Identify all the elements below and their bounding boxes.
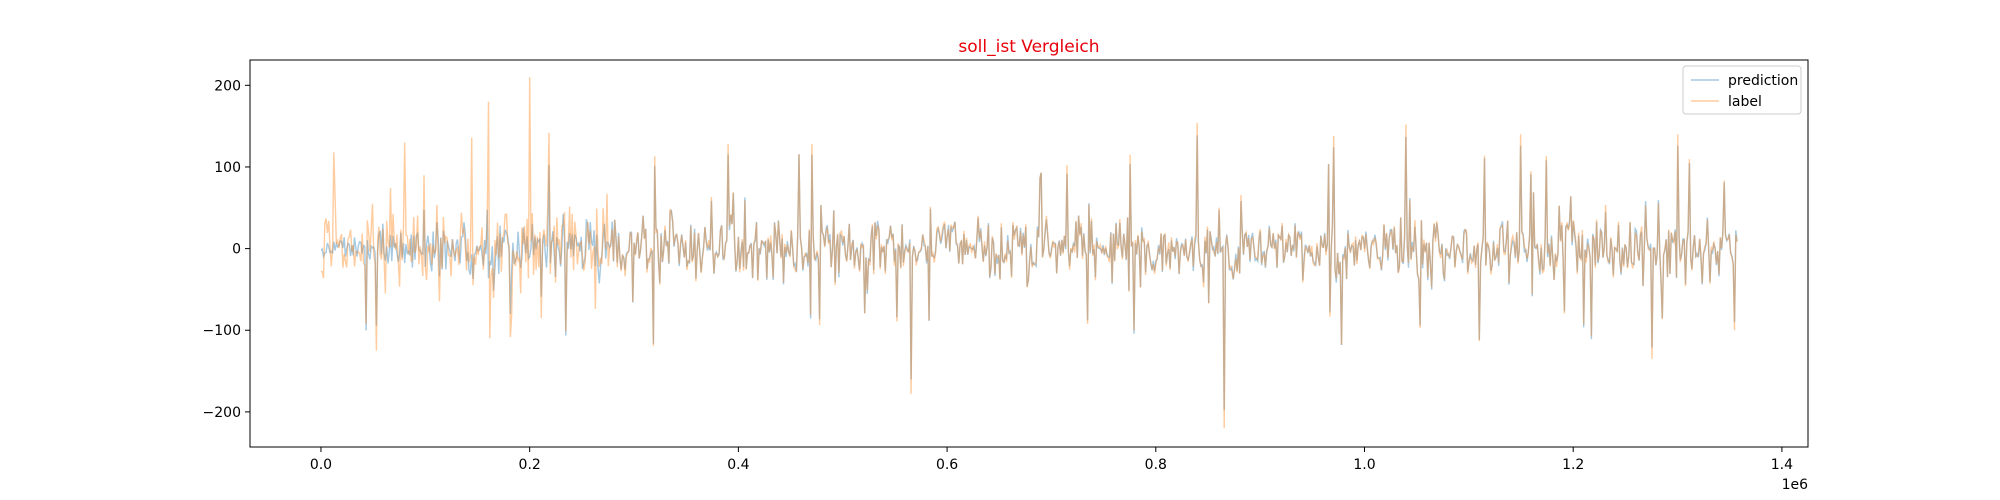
chart-title: soll_ist Vergleich [958, 37, 1099, 57]
y-tick-label: −200 [203, 405, 241, 421]
x-tick-label: 0.6 [936, 457, 958, 473]
plot-area [320, 77, 1738, 429]
legend-box [1682, 65, 1802, 115]
x-tick-label: 1.2 [1562, 457, 1584, 473]
series-line-prediction [320, 135, 1738, 411]
series-line-label [320, 77, 1738, 429]
axes-frame [249, 59, 1809, 448]
legend-entry-label: label [1728, 94, 1762, 110]
x-axis-scale-label: 1e6 [1782, 477, 1809, 493]
x-tick-label: 0.0 [310, 457, 332, 473]
x-tick-label: 0.2 [519, 457, 541, 473]
x-tick-label: 0.4 [727, 457, 749, 473]
x-tick-label: 0.8 [1145, 457, 1167, 473]
y-tick-label: 200 [214, 78, 241, 94]
y-tick-label: 100 [214, 160, 241, 176]
x-tick-label: 1.4 [1771, 457, 1793, 473]
axes: 0.0 0.2 0.4 0.6 0.8 1.0 1.2 1.4 200 100 0 −100 −200 [203, 59, 1809, 473]
legend-entry-prediction: prediction [1728, 73, 1798, 89]
legend: prediction label [1682, 65, 1802, 115]
y-tick-label: 0 [232, 242, 241, 258]
x-tick-label: 1.0 [1353, 457, 1375, 473]
y-tick-label: −100 [203, 323, 241, 339]
